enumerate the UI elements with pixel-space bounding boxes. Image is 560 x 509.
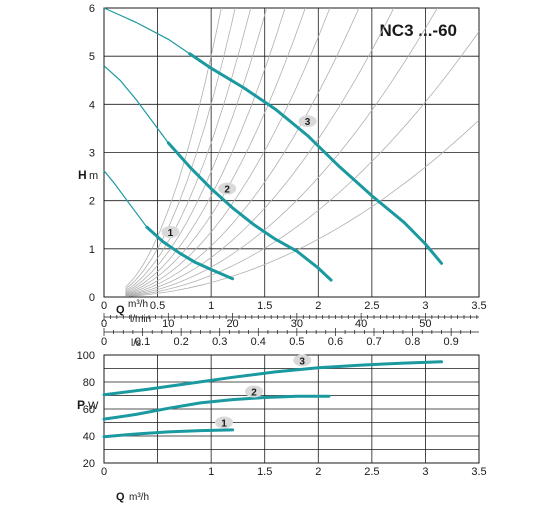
p-axis-unit: W [88, 400, 99, 412]
power-curve-label-1-bg [215, 416, 233, 429]
head-curve-label-3-bg [298, 115, 317, 128]
top-y-tick-label: 3 [89, 148, 95, 160]
lmin-tick-label: 0 [101, 318, 107, 330]
bottom-plot-frame [103, 354, 480, 464]
ls-tick-label: 0.6 [328, 336, 343, 348]
head-curve-label-2: 2 [224, 185, 230, 196]
ls-tick-label: 0 [101, 336, 107, 348]
p-axis-label: P [77, 398, 85, 412]
lmin-tick-label: 10 [162, 318, 174, 330]
system-curve [125, 8, 438, 297]
top-x-tick-label: 3.5 [471, 300, 486, 312]
system-curve [125, 8, 236, 290]
lmin-tick-label: 20 [226, 318, 238, 330]
q-axis-unit-top: m³/h [128, 299, 148, 310]
system-curve [125, 119, 479, 297]
top-y-tick-label: 2 [89, 196, 95, 208]
top-x-tick-label: 3 [422, 300, 428, 312]
bottom-y-tick-label: 100 [77, 350, 95, 362]
ls-tick-label: 0.7 [366, 336, 381, 348]
top-y-tick-label: 6 [89, 3, 95, 15]
system-curve [125, 8, 306, 295]
head-curve-3-thin [103, 7, 191, 55]
bottom-y-tick-label: 60 [83, 404, 95, 416]
h-axis-unit: m [89, 170, 98, 182]
chart-title: NC3 ...-60 [380, 21, 457, 40]
system-curve [125, 8, 268, 293]
top-x-tick-label: 1 [208, 300, 214, 312]
head-curve-1 [145, 225, 235, 281]
h-axis-label: H [78, 168, 87, 182]
top-y-tick-label: 1 [89, 244, 95, 256]
bottom-x-tick-label: 3.5 [471, 466, 486, 478]
lmin-axis-unit: l/min [130, 314, 151, 325]
system-curve [125, 8, 331, 295]
system-curve [125, 31, 479, 297]
bottom-x-tick-label: 1.5 [257, 466, 272, 478]
ls-axis-unit: l/s [131, 338, 141, 349]
top-x-tick-label: 0.5 [150, 300, 165, 312]
lmin-tick-label: 40 [355, 318, 367, 330]
q-axis-label-bottom: Q [116, 491, 125, 503]
ls-tick-label: 0.1 [135, 336, 150, 348]
power-curve-label-1: 1 [221, 419, 227, 430]
top-x-tick-label: 2.5 [364, 300, 379, 312]
ls-tick-label: 0.8 [405, 336, 420, 348]
power-curve-label-3: 3 [299, 356, 305, 367]
top-x-tick-label: 0 [101, 300, 107, 312]
power-curve-label-3-bg [293, 354, 312, 367]
top-y-tick-label: 5 [89, 51, 95, 63]
ls-tick-label: 0.4 [251, 336, 266, 348]
power-curve-1 [102, 428, 235, 439]
ls-tick-label: 0.5 [289, 336, 304, 348]
top-x-tick-label: 2 [315, 300, 321, 312]
bottom-y-tick-label: 40 [83, 431, 95, 443]
bottom-x-tick-label: 2.5 [364, 466, 379, 478]
top-plot-frame [103, 7, 480, 298]
q-axis-unit-bottom: m³/h [129, 492, 149, 503]
bottom-x-tick-label: 3 [422, 466, 428, 478]
system-curve [125, 8, 252, 292]
lmin-tick-label: 50 [419, 318, 431, 330]
power-curve-3 [102, 360, 443, 397]
head-curve-label-2-bg [218, 182, 237, 195]
head-curve-1-thin [103, 170, 148, 228]
q-axis-label-top: Q [116, 304, 125, 316]
top-y-tick-label: 4 [89, 99, 95, 111]
power-curve-label-2-bg [245, 385, 263, 398]
bottom-y-tick-label: 80 [83, 377, 95, 389]
power-curve-2 [102, 394, 331, 421]
power-curve-label-2: 2 [251, 387, 257, 398]
ls-tick-label: 0.3 [212, 336, 227, 348]
head-curve-2 [166, 141, 333, 282]
ls-tick-label: 0.2 [173, 336, 188, 348]
system-curve [125, 8, 395, 296]
bottom-y-tick-label: 20 [83, 458, 95, 470]
ls-tick-label: 0.9 [443, 336, 458, 348]
head-curve-3 [188, 52, 443, 265]
head-curve-label-1-bg [161, 225, 180, 238]
head-curve-2-thin [103, 65, 169, 144]
lmin-tick-label: 30 [291, 318, 303, 330]
head-curve-label-3: 3 [305, 117, 311, 128]
system-curve [125, 8, 286, 294]
bottom-x-tick-label: 0 [101, 466, 107, 478]
bottom-x-tick-label: 1 [208, 466, 214, 478]
top-y-tick-label: 0 [89, 292, 95, 304]
top-x-tick-label: 1.5 [257, 300, 272, 312]
bottom-x-tick-label: 2 [315, 466, 321, 478]
head-curve-label-1: 1 [168, 228, 174, 239]
